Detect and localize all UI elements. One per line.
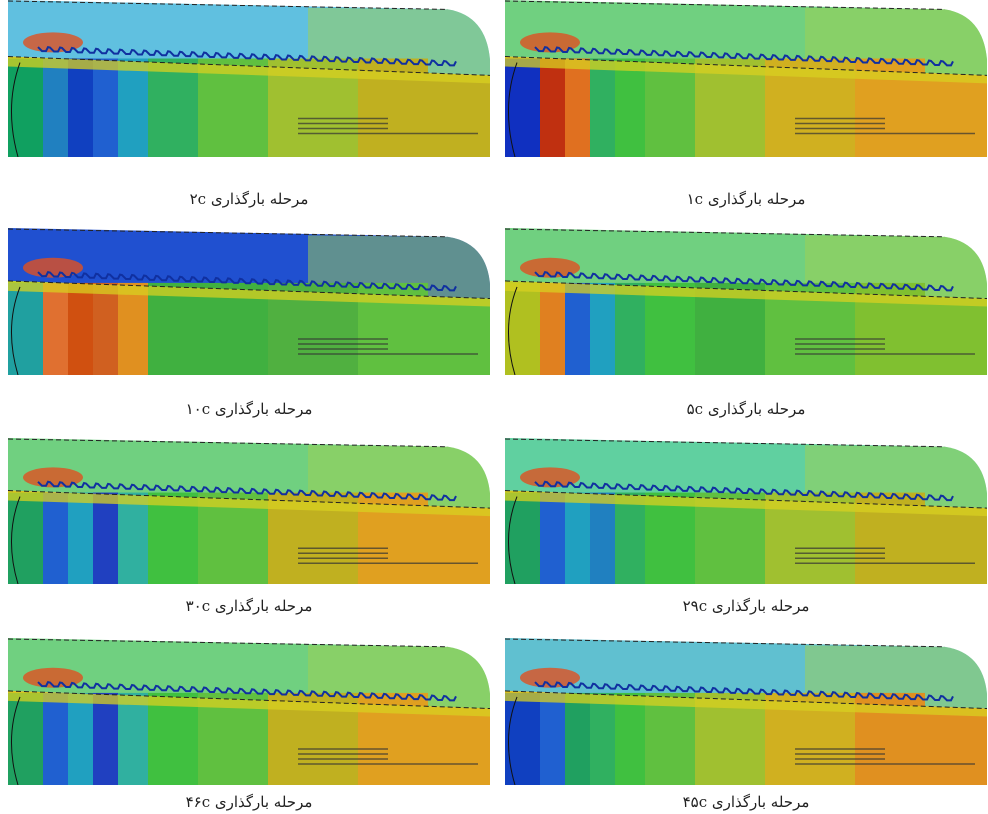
contour-image: [505, 438, 987, 584]
caption: مرحله بارگذاری ۱۰c: [8, 400, 490, 418]
contour-plot: [505, 438, 987, 584]
contour-plot: [8, 438, 490, 584]
contour-plot: [505, 228, 987, 375]
caption: مرحله بارگذاری ۲c: [8, 190, 490, 208]
caption: مرحله بارگذاری ۱c: [505, 190, 987, 208]
figure: مرحله بارگذاری ۱c مرحله بارگذاری ۲c مرحله …: [0, 0, 988, 814]
caption: مرحله بارگذاری ۳۰c: [8, 597, 490, 615]
contour-image: [8, 0, 490, 157]
caption: مرحله بارگذاری ۵c: [505, 400, 987, 418]
contour-image: [8, 228, 490, 375]
contour-image: [505, 0, 987, 157]
contour-plot: [505, 0, 987, 157]
contour-image: [505, 228, 987, 375]
contour-image: [505, 638, 987, 785]
contour-plot: [505, 638, 987, 785]
contour-image: [8, 638, 490, 785]
contour-image: [8, 438, 490, 584]
caption: مرحله بارگذاری ۴۵c: [505, 793, 987, 811]
caption: مرحله بارگذاری ۲۹c: [505, 597, 987, 615]
contour-plot: [8, 638, 490, 785]
contour-plot: [8, 0, 490, 157]
caption: مرحله بارگذاری ۴۶c: [8, 793, 490, 811]
contour-plot: [8, 228, 490, 375]
